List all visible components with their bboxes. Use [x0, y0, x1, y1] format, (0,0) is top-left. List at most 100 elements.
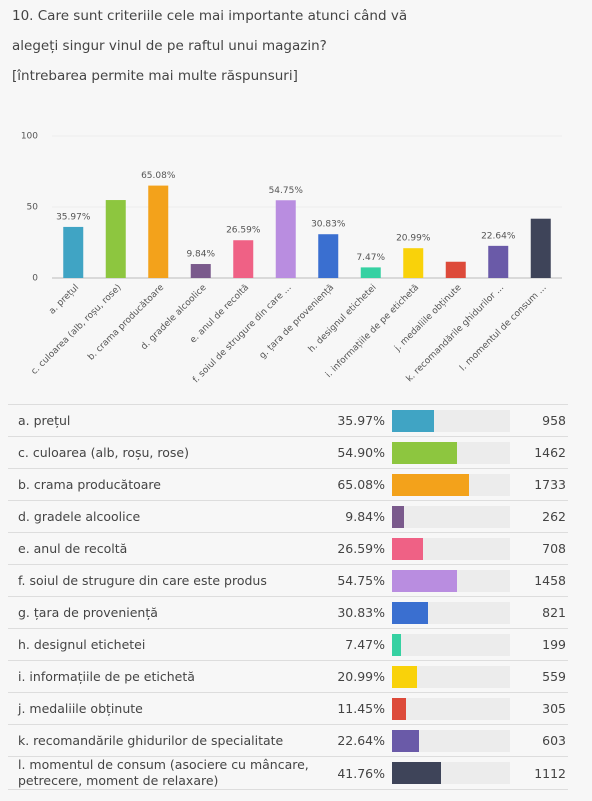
row-count: 603: [542, 733, 566, 748]
results-table: a. prețul 35.97% 958 c. culoarea (alb, roșu…: [8, 404, 568, 790]
row-label: l. momentul de consum (asociere cu mânca…: [18, 757, 309, 788]
value-label: 7.47%: [356, 253, 385, 263]
row-percent: 65.08%: [337, 477, 385, 492]
bar-track: [392, 762, 510, 784]
table-row: f. soiul de strugure din care este produ…: [8, 565, 568, 597]
bar-track: [392, 537, 510, 560]
bar: [403, 248, 424, 278]
bar-track: [392, 697, 510, 720]
row-count: 199: [542, 637, 566, 652]
row-bar: [392, 762, 442, 784]
x-tick-label: l. momentul de consum ...: [458, 283, 548, 373]
row-count: 305: [542, 701, 566, 716]
bar: [360, 267, 381, 278]
row-percent: 26.59%: [337, 541, 385, 556]
row-bar: [392, 633, 401, 656]
row-percent: 54.90%: [337, 445, 385, 460]
row-count: 958: [542, 413, 566, 428]
row-count: 1112: [534, 765, 566, 781]
row-label: e. anul de recoltă: [18, 540, 128, 556]
table-row: e. anul de recoltă 26.59% 708: [8, 533, 568, 565]
value-label: 9.84%: [186, 250, 215, 260]
bar-track: [392, 441, 510, 464]
row-percent: 35.97%: [337, 413, 385, 428]
row-bar: [392, 665, 417, 688]
table-row: b. crama producătoare 65.08% 1733: [8, 469, 568, 501]
row-bar: [392, 697, 406, 720]
row-label: i. informațiile de pe etichetă: [18, 668, 195, 684]
table-row: a. prețul 35.97% 958: [8, 405, 568, 437]
row-percent: 41.76%: [337, 765, 385, 781]
bar-track: [392, 569, 510, 592]
row-label: c. culoarea (alb, roșu, rose): [18, 444, 189, 460]
row-percent: 7.47%: [345, 637, 385, 652]
row-count: 821: [542, 605, 566, 620]
bar-track: [392, 601, 510, 624]
table-row: d. gradele alcoolice 9.84% 262: [8, 501, 568, 533]
bar: [190, 264, 211, 278]
row-bar: [392, 441, 457, 464]
bar-track: [392, 473, 510, 496]
row-percent: 22.64%: [337, 733, 385, 748]
value-label: 54.75%: [269, 186, 304, 196]
bar-track: [392, 729, 510, 752]
y-tick-label: 50: [27, 203, 39, 213]
bar: [275, 200, 296, 278]
table-row: g. țara de proveniență 30.83% 821: [8, 597, 568, 629]
y-tick-label: 0: [32, 274, 38, 284]
value-label: 65.08%: [141, 171, 176, 181]
row-bar: [392, 409, 435, 432]
table-row: k. recomandările ghidurilor de specialit…: [8, 725, 568, 757]
row-count: 559: [542, 669, 566, 684]
bar-track: [392, 633, 510, 656]
table-row: l. momentul de consum (asociere cu mânca…: [8, 757, 568, 790]
row-label: f. soiul de strugure din care este produ…: [18, 572, 267, 588]
row-percent: 20.99%: [337, 669, 385, 684]
bar: [318, 234, 339, 278]
question-note: [întrebarea permite mai multe răspunsuri…: [12, 68, 298, 84]
row-percent: 30.83%: [337, 605, 385, 620]
table-row: i. informațiile de pe etichetă 20.99% 559: [8, 661, 568, 693]
bar-track: [392, 665, 510, 688]
table-row: h. designul etichetei 7.47% 199: [8, 629, 568, 661]
bar-track: [392, 505, 510, 528]
row-bar: [392, 569, 457, 592]
question-title: alegeți singur vinul de pe raftul unui m…: [12, 38, 327, 54]
row-label: k. recomandările ghidurilor de specialit…: [18, 732, 284, 748]
row-percent: 54.75%: [337, 573, 385, 588]
x-tick-label: i. informațiile de pe etichetă: [324, 283, 421, 380]
row-label: a. prețul: [18, 412, 71, 428]
row-bar: [392, 505, 404, 528]
bar: [445, 261, 466, 278]
question-title: 10. Care sunt criteriile cele mai import…: [12, 8, 408, 24]
row-label: d. gradele alcoolice: [18, 508, 141, 524]
value-label: 26.59%: [226, 226, 261, 236]
row-bar: [392, 473, 469, 496]
table-row: c. culoarea (alb, roșu, rose) 54.90% 1462: [8, 437, 568, 469]
row-percent: 11.45%: [337, 701, 385, 716]
row-label: h. designul etichetei: [18, 636, 146, 652]
value-label: 22.64%: [481, 231, 516, 241]
row-count: 262: [542, 509, 566, 524]
row-bar: [392, 601, 429, 624]
row-count: 1462: [534, 445, 566, 460]
bar: [488, 245, 509, 278]
row-count: 1733: [534, 477, 566, 492]
bar: [530, 218, 551, 278]
x-tick-label: b. crama producătoare: [86, 282, 166, 362]
value-label: 30.83%: [311, 220, 346, 230]
row-bar: [392, 537, 424, 560]
row-label: g. țara de proveniență: [18, 604, 158, 620]
row-count: 708: [542, 541, 566, 556]
table-row: j. medaliile obținute 11.45% 305: [8, 693, 568, 725]
row-label: j. medaliile obținute: [18, 700, 143, 716]
bar: [233, 240, 254, 278]
bar: [148, 185, 169, 278]
bar-track: [392, 409, 510, 432]
bar: [105, 200, 126, 278]
x-tick-label: g. țara de proveniență: [258, 283, 336, 361]
row-bar: [392, 729, 419, 752]
row-percent: 9.84%: [345, 509, 385, 524]
